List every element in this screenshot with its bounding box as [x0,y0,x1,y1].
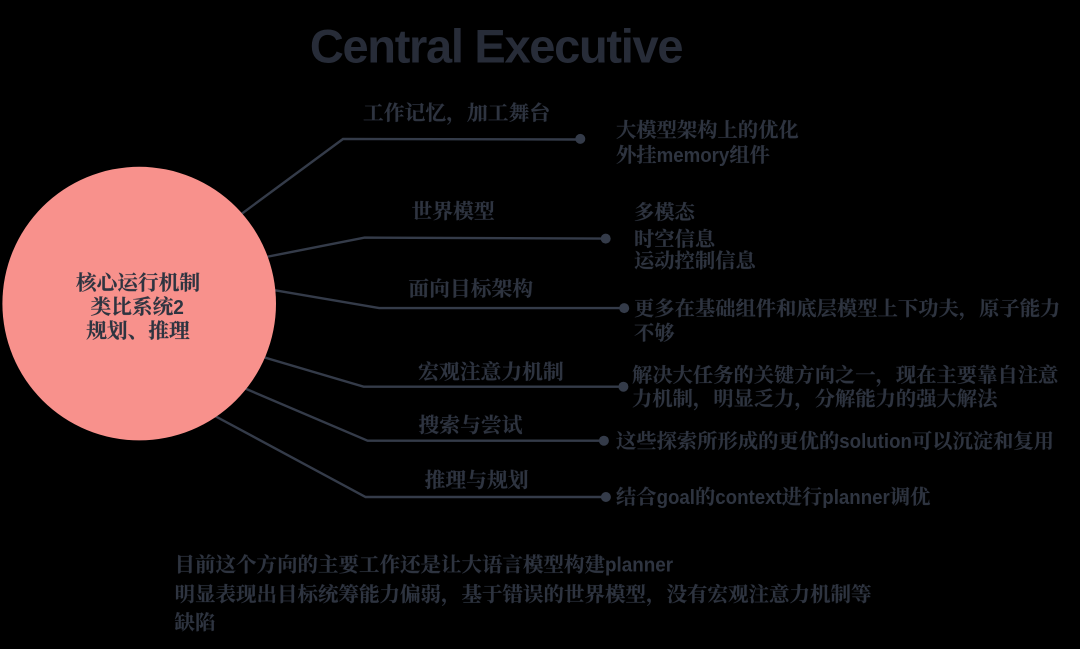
svg-text:planner: planner [605,554,673,577]
svg-text:context: context [715,487,782,509]
svg-text:Central Executive: Central Executive [310,20,683,73]
svg-text:2: 2 [173,296,184,319]
svg-text:solution: solution [839,431,912,453]
svg-text:memory: memory [657,145,730,167]
svg-text:goal: goal [657,487,695,509]
svg-text:planner: planner [822,487,890,509]
